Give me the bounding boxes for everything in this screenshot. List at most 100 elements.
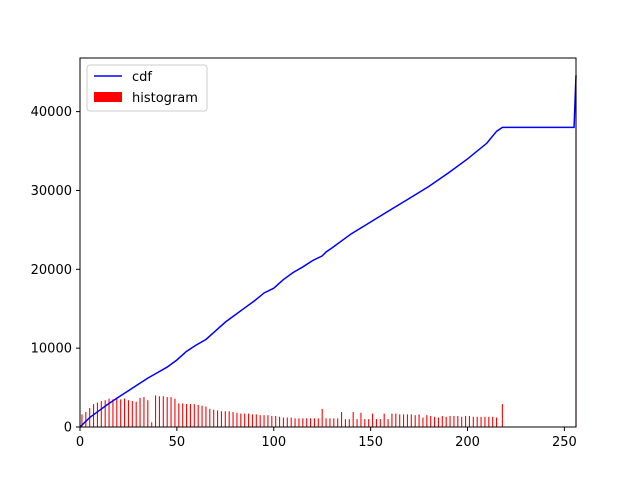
- histogram-bar: [131, 400, 133, 427]
- histogram-bar: [108, 398, 110, 427]
- histogram-bar: [379, 419, 381, 427]
- histogram-bar: [267, 415, 269, 427]
- histogram-bar: [426, 415, 428, 427]
- histogram-bar: [135, 401, 137, 427]
- histogram-bar: [251, 414, 253, 427]
- plot-area: [79, 57, 577, 428]
- histogram-bar: [259, 415, 261, 427]
- x-tick-label: 50: [169, 435, 186, 450]
- x-axis-ticks: 0 50 100 150 200 250: [76, 427, 577, 450]
- histogram-bar: [403, 414, 405, 427]
- y-tick-label: 10000: [31, 342, 72, 357]
- histogram-bar: [162, 396, 164, 427]
- histogram-bar: [457, 415, 459, 427]
- histogram-bar: [317, 418, 319, 427]
- histogram-bar: [313, 418, 315, 427]
- y-tick-label: 20000: [31, 263, 72, 278]
- histogram-bar: [174, 398, 176, 427]
- histogram-bar: [275, 415, 277, 427]
- histogram-bar: [124, 398, 126, 427]
- histogram-bar: [240, 413, 242, 427]
- histogram-bar: [294, 418, 296, 427]
- x-tick-label: 100: [261, 435, 286, 450]
- histogram-bar: [375, 419, 377, 427]
- histogram-bar: [112, 399, 114, 427]
- histogram-bar: [414, 415, 416, 427]
- axes-background: [80, 58, 576, 427]
- histogram-bar: [120, 399, 122, 427]
- histogram-bar: [356, 419, 358, 427]
- legend: cdf histogram: [86, 64, 208, 112]
- cdf-line: [79, 75, 577, 428]
- histogram-bar: [445, 416, 447, 427]
- x-tick-label: 0: [76, 435, 84, 450]
- histogram-bar: [186, 404, 188, 427]
- histogram-bar: [344, 419, 346, 427]
- histogram-bar: [395, 413, 397, 427]
- histogram-bar: [201, 405, 203, 427]
- histogram-bar: [406, 414, 408, 427]
- histogram-bar: [352, 412, 354, 427]
- histogram-bar: [298, 418, 300, 427]
- histogram-bar: [430, 415, 432, 427]
- histogram-bar: [387, 419, 389, 427]
- histogram-bar: [205, 406, 207, 427]
- histogram-bar: [492, 416, 494, 427]
- histogram-bar: [333, 418, 335, 427]
- histogram-bar: [282, 417, 284, 427]
- histogram-bar: [139, 397, 141, 427]
- histogram-bar: [337, 418, 339, 427]
- histogram-bar: [217, 410, 219, 427]
- histogram-bar: [368, 419, 370, 427]
- histogram-bar: [302, 418, 304, 427]
- histogram-bar: [151, 422, 153, 427]
- histogram-bar: [143, 397, 145, 427]
- histogram-bar: [341, 412, 343, 427]
- histogram-bar: [189, 404, 191, 427]
- histogram-bar: [244, 413, 246, 427]
- histogram-bar: [321, 408, 323, 427]
- histogram-bar: [170, 397, 172, 427]
- y-tick-label: 30000: [31, 184, 72, 199]
- histogram-bar: [480, 416, 482, 427]
- histogram-bar: [271, 415, 273, 427]
- histogram-bar: [399, 414, 401, 427]
- legend-cdf-label: cdf: [132, 70, 152, 85]
- histogram-bar: [290, 417, 292, 427]
- histogram-bar: [476, 416, 478, 427]
- histogram-bar: [410, 414, 412, 427]
- histogram-bar: [422, 417, 424, 427]
- histogram-bar: [364, 419, 366, 427]
- histogram-bar: [449, 415, 451, 427]
- histogram-bar: [453, 415, 455, 427]
- legend-histogram-swatch: [94, 92, 122, 102]
- histogram-bar: [236, 412, 238, 427]
- histogram-bar: [496, 417, 498, 427]
- histogram-bar: [81, 414, 83, 427]
- histogram-bar: [348, 419, 350, 427]
- histogram-bar: [232, 412, 234, 427]
- histogram-bar: [220, 411, 222, 427]
- histogram-bar: [182, 403, 184, 427]
- histogram-bar: [434, 416, 436, 427]
- histogram-bar: [501, 404, 503, 427]
- histogram-bar: [197, 404, 199, 427]
- histogram-bar: [224, 411, 226, 427]
- histogram-bar: [418, 414, 420, 427]
- histogram-bar: [360, 412, 362, 427]
- histogram-bar: [158, 396, 160, 427]
- histogram-bar: [104, 400, 106, 427]
- histogram-bar: [213, 409, 215, 427]
- histogram-bar: [255, 414, 257, 427]
- axes-frame: [79, 57, 577, 428]
- y-tick-label: 0: [64, 421, 72, 436]
- histogram-bar: [465, 415, 467, 427]
- histogram-bar: [437, 417, 439, 427]
- histogram-bar: [248, 413, 250, 427]
- histogram-bar: [178, 403, 180, 427]
- x-tick-label: 150: [358, 435, 383, 450]
- histogram-bar: [472, 416, 474, 427]
- histogram-bar: [127, 400, 129, 427]
- histogram-bar: [310, 418, 312, 427]
